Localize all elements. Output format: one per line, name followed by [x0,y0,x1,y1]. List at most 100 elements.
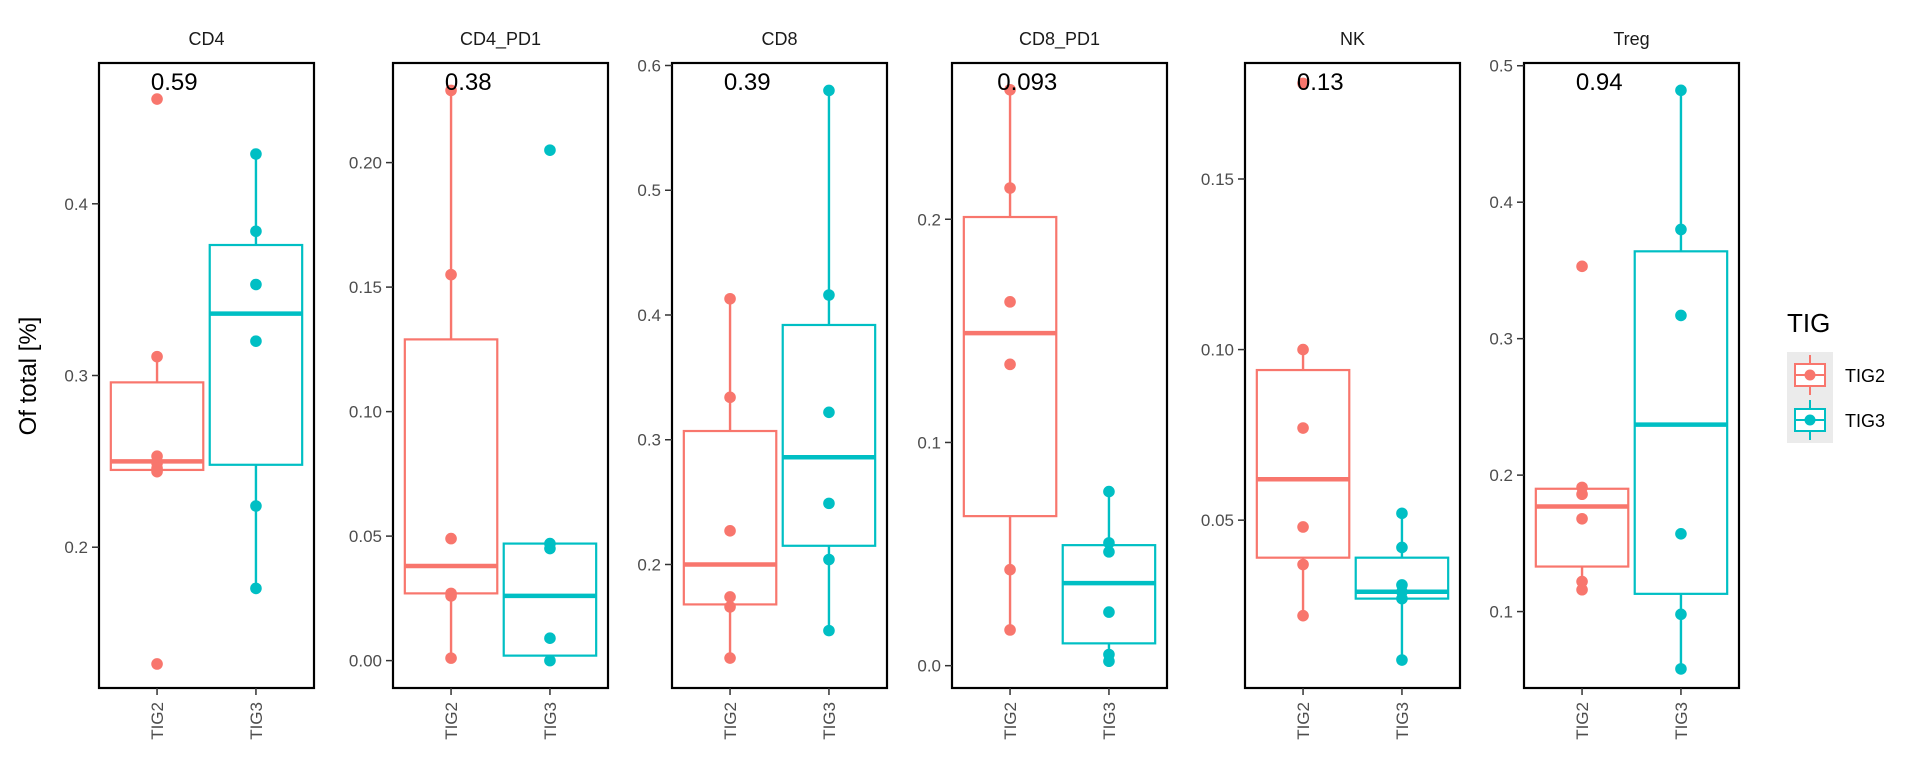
facet-title: CD4 [188,29,224,49]
data-point [1103,606,1115,618]
box-tig2 [109,93,205,670]
y-tick-label: 0.15 [1201,170,1234,189]
y-axis-label: Of total [%] [15,317,42,436]
x-tick-label: TIG2 [148,702,167,740]
data-point [1576,575,1588,588]
legend-label: TIG3 [1845,411,1885,431]
data-point [1675,223,1687,236]
y-tick-label: 0.4 [637,306,661,325]
y-tick-label: 0.2 [1489,466,1513,485]
x-tick-label: TIG3 [1672,702,1691,740]
data-point [445,268,457,281]
box-iqr [962,215,1058,518]
data-point [823,553,835,566]
box-tig2 [962,83,1058,636]
panel-border [97,61,316,690]
p-value-label: 0.39 [724,69,771,96]
box-iqr [403,338,499,595]
x-tick-label: TIG3 [247,702,266,740]
data-point [544,542,556,555]
x-tick-label: TIG3 [1393,702,1412,740]
box-iqr [1534,487,1630,568]
y-tick-label: 0.15 [349,278,382,297]
data-point [1103,546,1115,558]
data-point [1675,84,1687,97]
box-iqr [1061,544,1157,645]
box-tig2 [682,292,778,664]
facet-panel: CD8_PD1 0.0 0.1 0.2 TIG2 TIG3 0.093 [917,29,1169,740]
data-point [1576,583,1588,596]
data-point [544,632,556,644]
data-point [1297,343,1309,356]
y-tick-label: 0.4 [1489,193,1513,212]
data-point [724,591,736,603]
facet-panel: CD8 0.2 0.3 0.4 0.5 0.6 TIG2 TIG3 0.39 [637,29,889,740]
data-point [1004,358,1016,371]
x-tick-label: TIG3 [820,702,839,740]
facet-title: CD4_PD1 [460,29,541,50]
data-point [250,582,262,595]
y-tick-label: 0.2 [917,210,941,229]
data-point [544,144,556,156]
data-point [544,654,556,667]
data-point [724,391,736,404]
data-point [1297,77,1309,90]
y-tick-label: 0.2 [637,555,661,574]
legend: TIG TIG2 TIG3 [1787,308,1885,443]
y-tick-label: 0.05 [1201,511,1234,530]
data-point [445,652,457,664]
data-point [1297,521,1309,533]
data-point [250,148,262,160]
p-value-label: 0.94 [1576,69,1623,96]
facet-panels: CD4 0.2 0.3 0.4 TIG2 TIG3 0.59 CD4_PD1 0.00 0.05 0… [64,29,1741,740]
x-tick-label: TIG2 [1001,702,1020,740]
data-point [823,406,835,419]
box-iqr [208,243,304,466]
y-tick-label: 0.05 [349,527,382,546]
facet-panel: NK 0.05 0.10 0.15 TIG2 TIG3 0.13 [1201,29,1462,740]
panel-border [950,61,1169,690]
box-tig3 [781,84,877,637]
box-tig2 [1255,77,1351,622]
data-point [1396,541,1408,554]
data-point [250,500,262,512]
data-point [250,335,262,347]
data-point [823,289,835,301]
box-tig3 [1061,485,1157,668]
data-point [1103,655,1115,668]
x-tick-label: TIG2 [1294,702,1313,740]
box-iqr [682,429,778,606]
x-tick-label: TIG2 [1573,702,1592,740]
x-tick-label: TIG2 [721,702,740,740]
data-point [1297,609,1309,622]
legend-key-point [1804,369,1816,381]
data-point [1004,624,1016,636]
y-tick-label: 0.20 [349,154,382,173]
p-value-label: 0.59 [151,69,198,96]
box-tig2 [1534,260,1630,596]
data-point [1297,422,1309,434]
data-point [1004,182,1016,194]
facet-title: Treg [1613,29,1649,49]
y-tick-label: 0.2 [64,538,88,557]
y-tick-label: 0.10 [349,403,382,422]
y-tick-label: 0.3 [637,431,661,450]
data-point [1675,608,1687,621]
data-point [445,84,457,97]
p-value-label: 0.38 [445,69,492,96]
legend-entries: TIG2 TIG3 [1787,352,1885,443]
data-point [1103,485,1115,498]
x-tick-label: TIG3 [541,702,560,740]
box-tig3 [502,144,598,667]
box-tig2 [403,84,499,664]
data-point [823,624,835,637]
data-point [1297,558,1309,571]
data-point [1396,592,1408,605]
data-point [724,292,736,305]
data-point [151,93,163,105]
facet-panel: CD4 0.2 0.3 0.4 TIG2 TIG3 0.59 [64,29,316,740]
facet-panel: CD4_PD1 0.00 0.05 0.10 0.15 0.20 TIG2 TIG3 0.38 [349,29,610,740]
y-tick-label: 0.5 [1489,57,1513,76]
facet-title: NK [1340,29,1365,49]
